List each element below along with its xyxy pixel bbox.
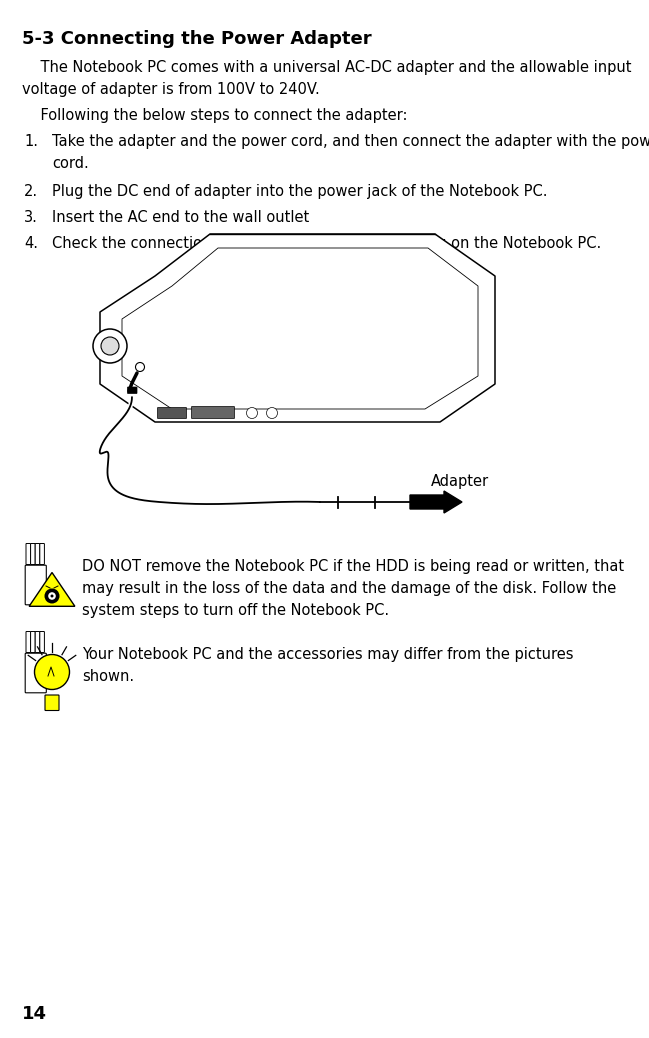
Text: 3.: 3. (24, 210, 38, 225)
Text: 2.: 2. (24, 184, 38, 199)
FancyBboxPatch shape (127, 387, 137, 393)
Circle shape (247, 408, 258, 418)
Text: voltage of adapter is from 100V to 240V.: voltage of adapter is from 100V to 240V. (22, 82, 320, 97)
Text: 1.: 1. (24, 134, 38, 149)
Text: DO NOT remove the Notebook PC if the HDD is being read or written, that: DO NOT remove the Notebook PC if the HDD… (82, 559, 624, 574)
Circle shape (34, 655, 69, 689)
FancyBboxPatch shape (40, 544, 44, 565)
Text: The Notebook PC comes with a universal AC-DC adapter and the allowable input: The Notebook PC comes with a universal A… (22, 60, 631, 75)
Polygon shape (100, 234, 495, 422)
Polygon shape (29, 573, 75, 606)
Text: Adapter: Adapter (431, 474, 489, 489)
Circle shape (93, 329, 127, 363)
Text: may result in the loss of the data and the damage of the disk. Follow the: may result in the loss of the data and t… (82, 581, 617, 596)
FancyBboxPatch shape (35, 544, 40, 565)
Text: Your Notebook PC and the accessories may differ from the pictures: Your Notebook PC and the accessories may… (82, 647, 574, 662)
Text: shown.: shown. (82, 670, 134, 684)
FancyBboxPatch shape (26, 544, 31, 565)
FancyBboxPatch shape (45, 583, 56, 591)
FancyArrow shape (410, 491, 462, 513)
Circle shape (48, 593, 56, 600)
Text: system steps to turn off the Notebook PC.: system steps to turn off the Notebook PC… (82, 603, 389, 618)
FancyBboxPatch shape (31, 544, 35, 565)
Circle shape (136, 362, 145, 372)
FancyBboxPatch shape (45, 672, 56, 679)
Text: Plug the DC end of adapter into the power jack of the Notebook PC.: Plug the DC end of adapter into the powe… (52, 184, 548, 199)
Text: 5-3 Connecting the Power Adapter: 5-3 Connecting the Power Adapter (22, 30, 372, 48)
Circle shape (101, 337, 119, 355)
Text: cord.: cord. (52, 156, 89, 171)
Text: Check the connections above correctly before turning on the Notebook PC.: Check the connections above correctly be… (52, 236, 601, 251)
FancyBboxPatch shape (40, 631, 44, 653)
FancyBboxPatch shape (25, 653, 46, 692)
FancyBboxPatch shape (45, 695, 59, 710)
Text: Insert the AC end to the wall outlet: Insert the AC end to the wall outlet (52, 210, 310, 225)
FancyBboxPatch shape (25, 566, 46, 605)
Circle shape (45, 589, 60, 603)
FancyBboxPatch shape (191, 407, 234, 418)
FancyBboxPatch shape (31, 631, 35, 653)
Text: Following the below steps to connect the adapter:: Following the below steps to connect the… (22, 108, 408, 122)
Text: 14: 14 (22, 1005, 47, 1023)
FancyBboxPatch shape (26, 631, 31, 653)
Text: Take the adapter and the power cord, and then connect the adapter with the power: Take the adapter and the power cord, and… (52, 134, 649, 149)
FancyBboxPatch shape (158, 408, 186, 418)
FancyBboxPatch shape (35, 631, 40, 653)
Text: 4.: 4. (24, 236, 38, 251)
Circle shape (267, 408, 278, 418)
Circle shape (51, 595, 53, 598)
